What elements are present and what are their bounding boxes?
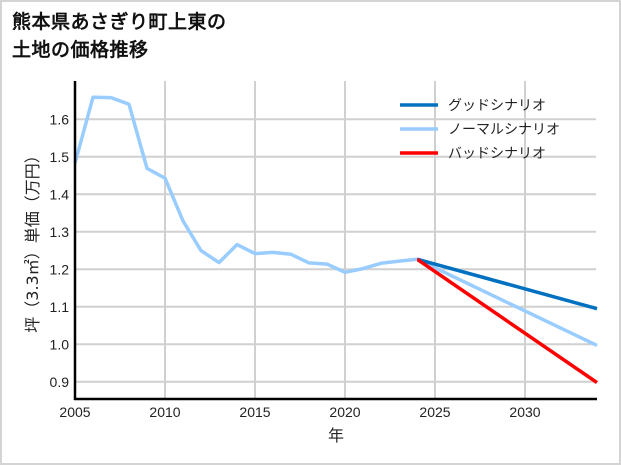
- x-tick-label: 2025: [419, 404, 450, 420]
- series-line: [416, 257, 598, 311]
- legend-label: バッドシナリオ: [448, 146, 546, 162]
- y-tick-label: 1.2: [50, 261, 70, 277]
- chart-title-line2: 土地の価格推移: [12, 39, 149, 61]
- x-tick-label: 2010: [149, 404, 180, 420]
- y-tick-label: 1.6: [50, 111, 70, 127]
- series-line: [416, 257, 598, 347]
- chart-title-line1: 熊本県あさぎり町上東の: [12, 11, 227, 33]
- x-tick-labels: 2005 2010 2015 2020 2025 2030: [59, 404, 540, 420]
- series-line: [73, 95, 418, 275]
- plot-series: [73, 95, 598, 385]
- y-tick-label: 1.0: [50, 336, 70, 352]
- x-tick-label: 2015: [239, 404, 270, 420]
- y-tick-labels: 0.9 1.0 1.1 1.2 1.3 1.4 1.5 1.6: [50, 111, 70, 390]
- y-tick-label: 1.1: [50, 299, 70, 315]
- x-tick-label: 2020: [329, 404, 360, 420]
- chart-title: 熊本県あさぎり町上東の 土地の価格推移: [12, 8, 227, 64]
- y-tick-label: 1.4: [50, 186, 70, 202]
- legend-label: ノーマルシナリオ: [448, 122, 560, 138]
- y-tick-label: 0.9: [50, 374, 70, 390]
- legend-label: グッドシナリオ: [448, 98, 546, 114]
- y-tick-label: 1.3: [50, 224, 70, 240]
- x-axis-label: 年: [328, 426, 344, 445]
- y-tick-label: 1.5: [50, 149, 70, 165]
- axes: [73, 81, 597, 401]
- x-tick-label: 2030: [509, 404, 540, 420]
- y-axis-label: 坪（3.3㎡）単価（万円）: [23, 147, 42, 332]
- series-line: [416, 257, 598, 385]
- x-tick-label: 2005: [59, 404, 90, 420]
